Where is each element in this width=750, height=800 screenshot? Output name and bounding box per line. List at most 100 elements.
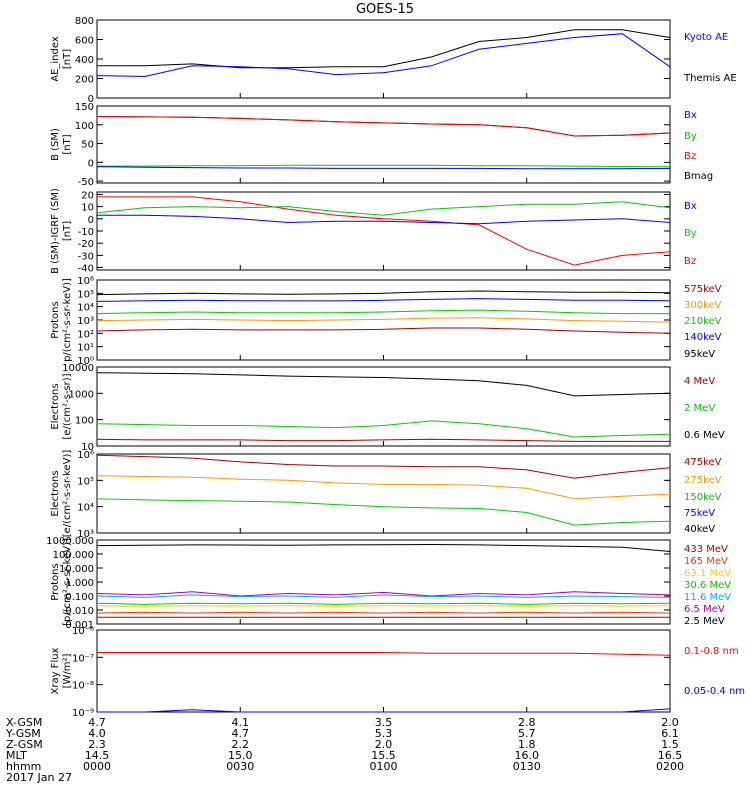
legend-entry: 6.5 MeV [684, 604, 725, 615]
y-tick-label: -30 [78, 251, 94, 262]
legend-entry: Bx [684, 110, 697, 121]
legend-entry: 300keV [684, 300, 722, 311]
series-line-by [97, 164, 671, 168]
y-tick-label: 10.000 [59, 564, 94, 575]
y-tick-label: 10⁶ [77, 276, 94, 287]
y-tick-label: 10 [81, 442, 94, 453]
y-tick-label: 10⁻⁹ [72, 708, 94, 719]
legend-entry: 0.05-0.4 nm [684, 686, 745, 697]
y-axis-label: [nT] [62, 134, 73, 154]
legend-entry: Kyoto AE [684, 32, 728, 43]
panel-protons_hi: 0.001 0.010 0.100 1.000 10.000 100.000 1000.00… [46, 536, 731, 631]
y-axis-label: [e/(cm²-s-sr-keV)] [62, 450, 73, 538]
y-tick-label: 0 [88, 158, 94, 169]
y-tick-label: 10⁻⁷ [72, 653, 94, 664]
series-line-0-05-0-4-nm [97, 708, 671, 713]
legend-entry: 4 MeV [684, 376, 715, 387]
y-tick-label: 10⁻⁶ [72, 626, 94, 637]
series-line-bmag [96, 116, 671, 137]
y-tick-label: 10000 [62, 363, 94, 374]
orbit-row-label: MLT [6, 749, 27, 762]
y-tick-label: 50 [81, 140, 94, 151]
y-tick-label: 100 [75, 416, 94, 427]
series-line-by [96, 201, 671, 216]
series-line-30-6-mev [96, 602, 671, 605]
y-tick-label: 0 [88, 215, 94, 226]
panel-frame [96, 366, 671, 447]
y-tick-label: 10³ [77, 316, 94, 327]
y-axis-label: B (SM)-IGRF (SM) [50, 188, 61, 274]
orbit-value: 0100 [369, 760, 398, 773]
y-tick-label: -20 [78, 239, 94, 250]
legend-entry: Bz [684, 256, 696, 267]
series-line-0-6-mev [96, 372, 671, 397]
series-line-2-5-mev [96, 543, 671, 552]
orbit-value: 4.7 [88, 716, 106, 729]
orbit-value: 14.5 [84, 749, 110, 762]
series-line-165-mev [96, 611, 671, 614]
legend-entry: 165 MeV [684, 556, 728, 567]
legend-entry: 433 MeV [684, 544, 728, 555]
orbit-value: 0200 [656, 760, 684, 773]
y-tick-label: 10 [81, 203, 94, 214]
series-line-bx [96, 166, 671, 170]
y-tick-label: 20 [81, 190, 94, 201]
series-line-140kev [96, 298, 671, 302]
legend-entry: 150keV [684, 492, 722, 503]
y-axis-label: Protons [50, 301, 61, 338]
y-axis-label: [nT] [62, 221, 73, 241]
panel-frame [96, 539, 671, 625]
y-tick-label: 10¹ [77, 343, 94, 354]
legend-entry: 475keV [684, 457, 722, 468]
legend-entry: 210keV [684, 316, 722, 327]
legend-entry: Themis AE [683, 73, 737, 84]
series-line-bz [96, 116, 671, 137]
y-axis-label: B (SM) [50, 128, 61, 161]
legend-entry: 275keV [684, 475, 722, 486]
orbit-value: 15.5 [371, 749, 396, 762]
y-tick-label: 200 [75, 75, 94, 86]
orbit-value: 2.0 [661, 716, 679, 729]
y-axis-label: Electrons [50, 383, 61, 429]
orbit-value: 4.1 [231, 716, 250, 729]
y-tick-label: 10⁵ [77, 289, 94, 300]
series-line-6-5-mev [96, 591, 671, 597]
series-line-4-mev [96, 438, 670, 442]
y-tick-label: 1000 [69, 389, 94, 400]
orbit-value: 1.8 [518, 738, 536, 751]
legend-entry: Bmag [684, 171, 713, 182]
orbit-value: 6.1 [661, 727, 679, 740]
series-line-275kev [96, 475, 671, 500]
y-tick-label: 10⁰ [77, 356, 94, 367]
legend-entry: By [684, 131, 697, 142]
orbit-value: 0030 [226, 760, 255, 773]
series-line-300kev [96, 317, 671, 323]
orbit-value: 1.5 [661, 738, 679, 751]
legend-entry: 2.5 MeV [684, 616, 725, 627]
y-tick-label: 0.100 [65, 592, 94, 603]
y-tick-label: 400 [75, 55, 94, 66]
orbit-value: 2.0 [374, 738, 393, 751]
y-tick-label: 10² [77, 329, 94, 340]
y-tick-label: 10⁻⁸ [72, 681, 94, 692]
series-line-95kev [96, 290, 671, 296]
y-tick-label: -40 [78, 264, 94, 275]
orbit-value: 4.0 [88, 727, 106, 740]
orbit-row-label: Y-GSM [6, 727, 41, 740]
orbit-row-label: Z-GSM [6, 738, 43, 751]
y-tick-label: 10³ [77, 529, 94, 540]
legend-entry: 2 MeV [684, 403, 715, 414]
legend-entry: Bz [684, 151, 696, 162]
orbit-value: 15.0 [228, 749, 253, 762]
series-line-150kev [96, 498, 671, 526]
legend-entry: 95keV [684, 349, 715, 360]
orbit-row-label: 2017 Jan 27 [6, 771, 72, 784]
series-line-2-mev [96, 420, 671, 438]
series-line-bz [97, 196, 671, 266]
legend-entry: 0.6 MeV [684, 430, 725, 441]
series-line-bx [97, 214, 671, 225]
orbit-value: 16.0 [514, 749, 540, 762]
orbit-value: 5.7 [518, 727, 536, 740]
